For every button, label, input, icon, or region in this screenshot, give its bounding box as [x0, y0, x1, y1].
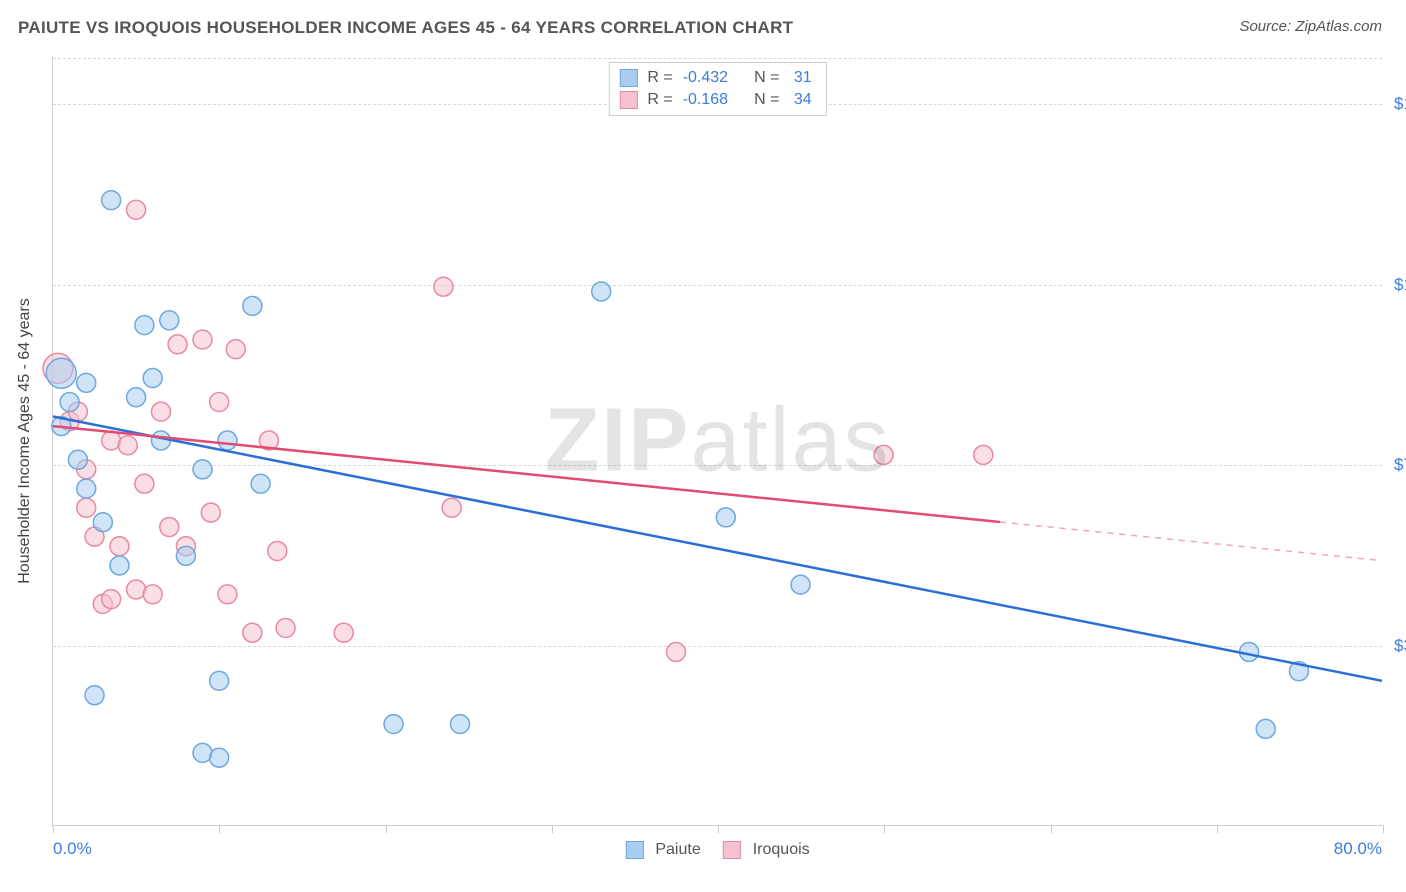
scatter-point — [243, 296, 262, 315]
legend-label: Paiute — [655, 841, 700, 859]
correlation-row: R = -0.168 N = 34 — [619, 89, 815, 111]
legend-item: Paiute — [625, 841, 700, 859]
scatter-point — [176, 546, 195, 565]
scatter-point — [666, 642, 685, 661]
scatter-point — [77, 373, 96, 392]
scatter-point — [592, 282, 611, 301]
x-tick — [884, 825, 885, 833]
scatter-point — [135, 474, 154, 493]
source-attribution: Source: ZipAtlas.com — [1239, 18, 1382, 35]
scatter-point — [434, 277, 453, 296]
scatter-point — [143, 369, 162, 388]
r-label: R = — [647, 69, 672, 87]
y-axis-label: Householder Income Ages 45 - 64 years — [16, 298, 34, 584]
legend-swatch — [625, 841, 643, 859]
scatter-point — [210, 393, 229, 412]
scatter-point — [276, 618, 295, 637]
scatter-point — [102, 590, 121, 609]
x-axis-min-label: 0.0% — [53, 839, 92, 859]
legend-label: Iroquois — [753, 841, 810, 859]
scatter-point — [77, 479, 96, 498]
x-tick — [1383, 825, 1384, 833]
scatter-point — [268, 542, 287, 561]
scatter-point — [93, 513, 112, 532]
y-tick-label: $150,000 — [1386, 94, 1406, 114]
scatter-point — [160, 311, 179, 330]
scatter-point — [193, 460, 212, 479]
n-value: 34 — [789, 91, 811, 109]
scatter-point — [218, 585, 237, 604]
scatter-point — [127, 388, 146, 407]
scatter-point — [77, 498, 96, 517]
correlation-stats-box: R = -0.432 N = 31 R = -0.168 N = 34 — [608, 62, 826, 116]
scatter-point — [442, 498, 461, 517]
scatter-point — [135, 316, 154, 335]
y-tick-label: $112,500 — [1386, 275, 1406, 295]
scatter-point — [110, 556, 129, 575]
scatter-point — [118, 436, 137, 455]
y-tick-label: $37,500 — [1386, 636, 1406, 656]
scatter-point — [46, 358, 76, 388]
x-tick — [53, 825, 54, 833]
scatter-point — [451, 715, 470, 734]
legend: Paiute Iroquois — [625, 841, 809, 859]
r-value: -0.432 — [683, 69, 728, 87]
x-axis-max-label: 80.0% — [1334, 839, 1382, 859]
scatter-point — [874, 445, 893, 464]
x-tick — [552, 825, 553, 833]
legend-swatch — [723, 841, 741, 859]
scatter-point — [210, 748, 229, 767]
scatter-point — [60, 393, 79, 412]
scatter-point — [210, 671, 229, 690]
scatter-point — [151, 402, 170, 421]
n-value: 31 — [789, 69, 811, 87]
chart-title: PAIUTE VS IROQUOIS HOUSEHOLDER INCOME AG… — [18, 18, 793, 38]
x-tick — [219, 825, 220, 833]
n-label: N = — [754, 91, 779, 109]
chart-svg — [53, 56, 1382, 825]
scatter-point — [716, 508, 735, 527]
scatter-point — [85, 686, 104, 705]
y-tick-label: $75,000 — [1386, 455, 1406, 475]
scatter-point — [251, 474, 270, 493]
legend-item: Iroquois — [723, 841, 810, 859]
x-tick — [718, 825, 719, 833]
scatter-point — [243, 623, 262, 642]
scatter-point — [143, 585, 162, 604]
correlation-row: R = -0.432 N = 31 — [619, 67, 815, 89]
series-swatch — [619, 91, 637, 109]
scatter-point — [110, 537, 129, 556]
scatter-point — [68, 450, 87, 469]
scatter-point — [974, 445, 993, 464]
n-label: N = — [754, 69, 779, 87]
r-label: R = — [647, 91, 672, 109]
x-tick — [1051, 825, 1052, 833]
scatter-point — [1256, 719, 1275, 738]
scatter-point — [334, 623, 353, 642]
scatter-point — [201, 503, 220, 522]
scatter-point — [384, 715, 403, 734]
trend-line-extrapolated — [1000, 522, 1382, 561]
scatter-point — [160, 518, 179, 537]
chart-plot-area: Householder Income Ages 45 - 64 years ZI… — [52, 56, 1382, 826]
series-swatch — [619, 69, 637, 87]
scatter-point — [226, 340, 245, 359]
scatter-point — [218, 431, 237, 450]
scatter-point — [168, 335, 187, 354]
scatter-point — [102, 191, 121, 210]
x-tick — [1217, 825, 1218, 833]
r-value: -0.168 — [683, 91, 728, 109]
x-tick — [386, 825, 387, 833]
scatter-point — [791, 575, 810, 594]
scatter-point — [127, 200, 146, 219]
scatter-point — [193, 330, 212, 349]
